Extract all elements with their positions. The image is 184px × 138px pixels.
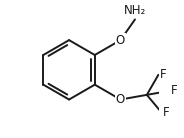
Text: F: F xyxy=(160,68,166,81)
Text: NH₂: NH₂ xyxy=(124,4,146,17)
Text: O: O xyxy=(116,93,125,106)
Text: F: F xyxy=(171,84,178,97)
Text: F: F xyxy=(163,106,170,119)
Text: O: O xyxy=(116,34,125,47)
